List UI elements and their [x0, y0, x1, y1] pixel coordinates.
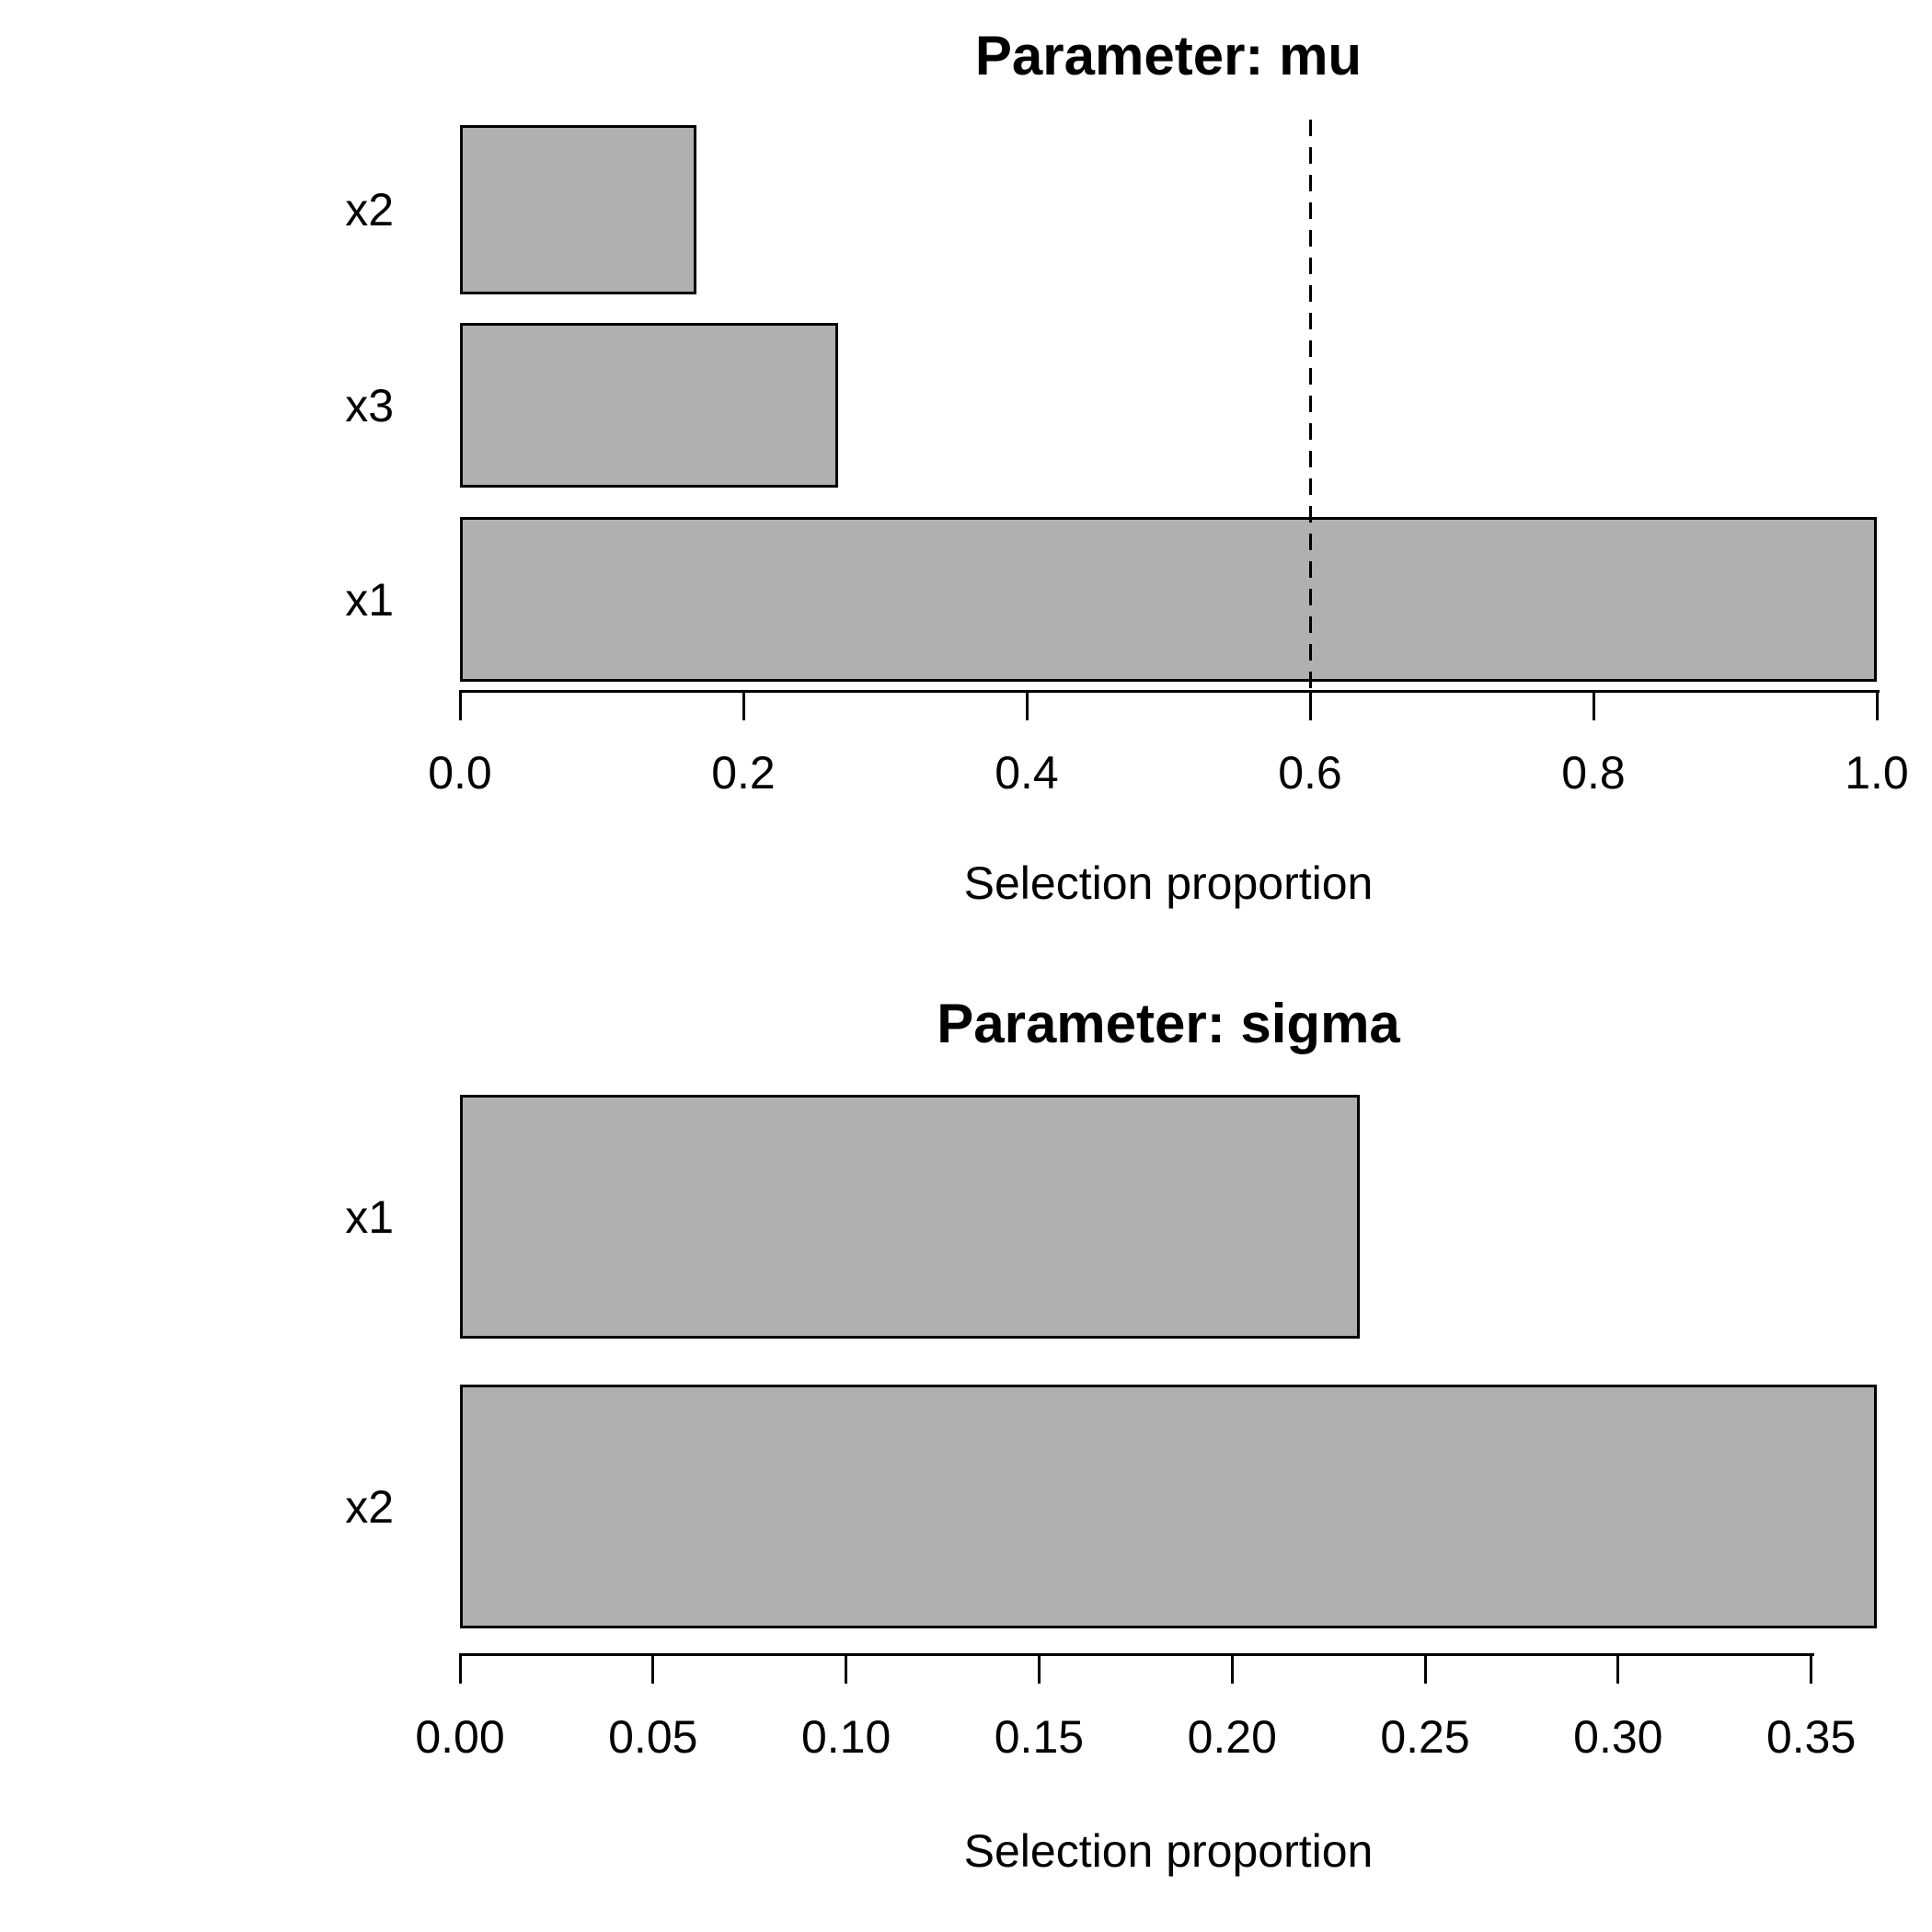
- x-axis-tick: [458, 690, 462, 720]
- x-axis-tick-label: 0.2: [711, 747, 776, 799]
- x-axis-tick: [1025, 690, 1029, 720]
- x-axis-label-mu: Selection proportion: [963, 857, 1374, 909]
- x-axis-tick-label: 0.6: [1278, 747, 1342, 799]
- bar-x2: [460, 1385, 1877, 1628]
- x-axis-tick-label: 0.0: [428, 747, 492, 799]
- x-axis-tick-label: 0.30: [1573, 1711, 1663, 1763]
- category-label-x2: x2: [345, 184, 394, 236]
- x-axis-tick: [458, 1653, 462, 1684]
- x-axis-line: [460, 1653, 1814, 1656]
- x-axis-tick: [845, 1653, 848, 1684]
- bar-x1: [460, 517, 1877, 682]
- x-axis-tick-label: 0.35: [1765, 1711, 1857, 1763]
- category-label-x2: x2: [345, 1480, 394, 1533]
- x-axis-tick: [742, 690, 745, 720]
- x-axis-tick-label: 0.00: [415, 1711, 505, 1763]
- x-axis-tick-label: 0.8: [1561, 747, 1626, 799]
- x-axis-tick: [1423, 1653, 1427, 1684]
- x-axis-tick: [1230, 1653, 1234, 1684]
- x-axis-tick: [1037, 1653, 1041, 1684]
- x-axis-tick-label: 0.25: [1380, 1711, 1470, 1763]
- x-axis-tick: [651, 1653, 655, 1684]
- chart-title-sigma: Parameter: sigma: [937, 993, 1400, 1054]
- x-axis-tick: [1616, 1653, 1620, 1684]
- x-axis-tick-label: 0.05: [608, 1711, 698, 1763]
- x-axis-tick-label: 0.20: [1187, 1711, 1277, 1763]
- x-axis-tick-label: 1.0: [1845, 747, 1909, 799]
- x-axis-tick: [1875, 690, 1879, 720]
- chart-title-mu: Parameter: mu: [974, 25, 1363, 86]
- x-axis-tick-label: 0.4: [995, 747, 1059, 799]
- x-axis-tick: [1308, 690, 1312, 720]
- category-label-x1: x1: [345, 1190, 394, 1243]
- x-axis-label-sigma: Selection proportion: [963, 1825, 1374, 1877]
- plot-area-sigma: [460, 1090, 1877, 1653]
- category-label-x1: x1: [345, 573, 394, 626]
- bar-x1: [460, 1095, 1360, 1339]
- x-axis-tick: [1810, 1653, 1813, 1684]
- plot-area-mu: [460, 120, 1877, 690]
- bar-x2: [460, 125, 697, 294]
- x-axis-tick-label: 0.10: [800, 1711, 891, 1763]
- x-axis-tick: [1592, 690, 1595, 720]
- bar-x3: [460, 323, 839, 488]
- threshold-dashed-line: [1308, 120, 1312, 690]
- x-axis-line: [460, 690, 1880, 693]
- x-axis-tick-label: 0.15: [994, 1711, 1085, 1763]
- category-label-x3: x3: [345, 379, 394, 431]
